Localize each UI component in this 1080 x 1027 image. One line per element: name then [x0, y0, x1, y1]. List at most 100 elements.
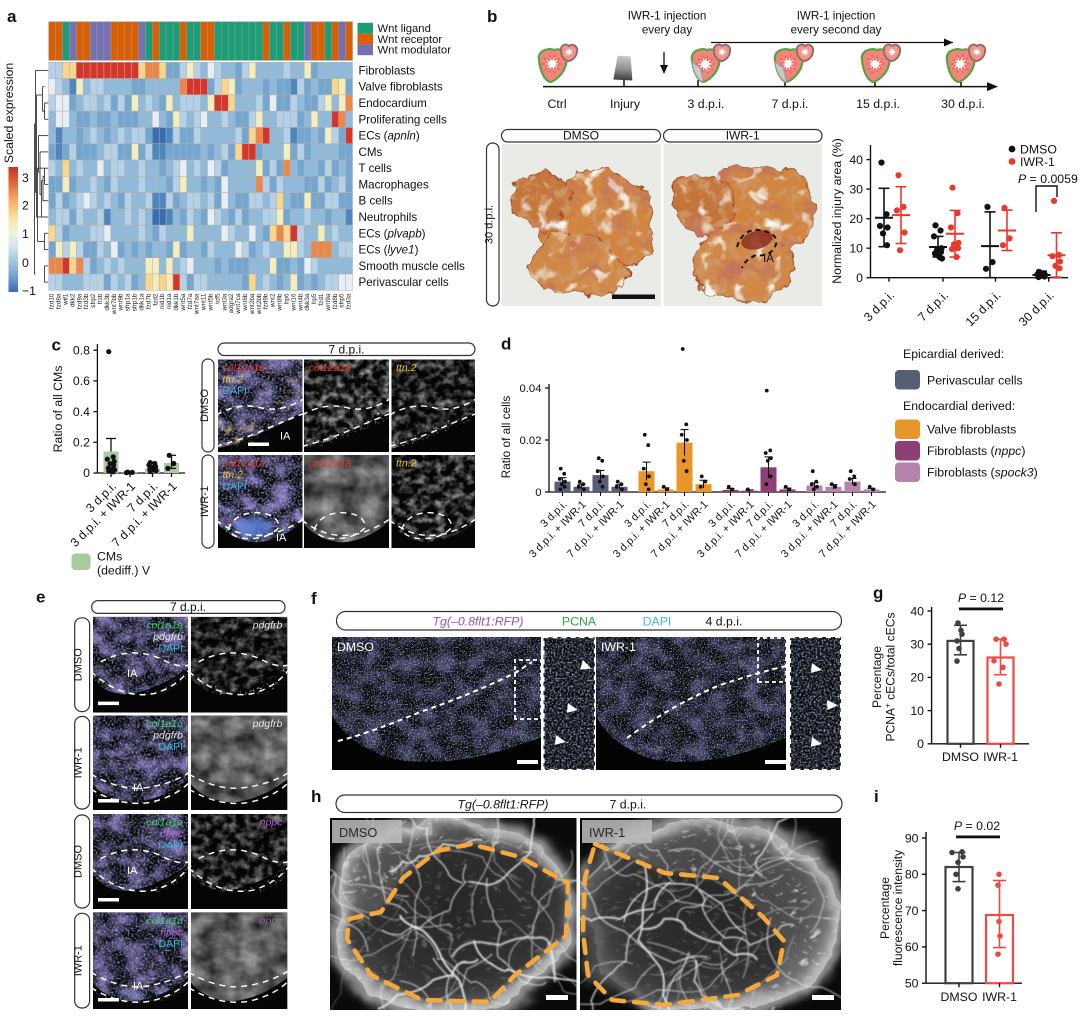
svg-text:2: 2 — [22, 199, 29, 213]
svg-text:nid1a: nid1a — [166, 293, 173, 309]
svg-text:0.6: 0.6 — [73, 374, 90, 388]
svg-text:0: 0 — [22, 256, 29, 270]
svg-text:DMSO: DMSO — [73, 648, 85, 681]
svg-text:dkk3b: dkk3b — [104, 293, 111, 310]
svg-text:frzb: frzb — [97, 293, 104, 304]
svg-text:15 d.p.i.: 15 d.p.i. — [963, 288, 1004, 329]
svg-text:wnt9b: wnt9b — [118, 293, 125, 311]
svg-text:DAPI: DAPI — [223, 385, 248, 397]
svg-text:dkk3a: dkk3a — [304, 293, 311, 310]
svg-text:pdgfrb: pdgfrb — [152, 730, 183, 742]
svg-text:0: 0 — [856, 271, 863, 285]
svg-text:col1a1a: col1a1a — [146, 915, 183, 927]
svg-text:IA: IA — [127, 865, 138, 877]
svg-text:dkk1b: dkk1b — [173, 293, 180, 310]
svg-text:wnt7aa: wnt7aa — [194, 293, 201, 315]
svg-text:30 d.p.i.: 30 d.p.i. — [941, 97, 985, 111]
svg-text:0: 0 — [917, 737, 924, 751]
svg-text:nppc: nppc — [260, 915, 284, 927]
svg-text:DMSO: DMSO — [563, 129, 599, 143]
svg-text:Fibroblasts (spock3): Fibroblasts (spock3) — [927, 466, 1038, 480]
svg-text:h: h — [311, 787, 321, 806]
svg-text:0: 0 — [535, 487, 541, 499]
svg-text:Fibroblasts: Fibroblasts — [359, 64, 416, 77]
svg-text:i: i — [874, 787, 879, 806]
svg-text:7 d.p.i.: 7 d.p.i. — [915, 288, 951, 324]
svg-text:e: e — [36, 588, 45, 607]
svg-text:Valve fibroblasts: Valve fibroblasts — [927, 423, 1016, 437]
svg-text:DMSO: DMSO — [339, 825, 377, 840]
svg-text:ttn.2: ttn.2 — [396, 458, 417, 470]
svg-text:fzd7b: fzd7b — [145, 293, 152, 309]
svg-text:f: f — [311, 589, 317, 608]
svg-text:Normalized injury area (%): Normalized injury area (%) — [830, 138, 844, 284]
svg-text:IA: IA — [763, 253, 774, 265]
svg-text:DAPI: DAPI — [223, 481, 248, 493]
svg-text:lrp5: lrp5 — [311, 293, 318, 304]
svg-text:fzd7a: fzd7a — [187, 293, 194, 309]
svg-text:Epicardial derived:: Epicardial derived: — [903, 347, 1004, 361]
svg-text:1: 1 — [22, 227, 29, 241]
svg-text:Proliferating cells: Proliferating cells — [359, 113, 447, 126]
svg-text:sfrp5: sfrp5 — [339, 293, 346, 308]
svg-text:col12a1a: col12a1a — [223, 362, 266, 374]
svg-text:0.02: 0.02 — [520, 435, 542, 447]
svg-text:50: 50 — [905, 977, 919, 991]
svg-text:DMSO: DMSO — [942, 750, 979, 764]
svg-text:Valve fibroblasts: Valve fibroblasts — [359, 81, 443, 94]
svg-text:pdgfrb: pdgfrb — [252, 619, 283, 631]
svg-text:IWR-1: IWR-1 — [73, 747, 85, 778]
svg-text:lrp6: lrp6 — [283, 293, 290, 304]
svg-text:Ratio of all CMs: Ratio of all CMs — [51, 366, 65, 453]
svg-text:fzd8b: fzd8b — [332, 293, 339, 309]
svg-text:30: 30 — [849, 182, 863, 196]
svg-text:c: c — [52, 336, 61, 355]
svg-text:col12a1a: col12a1a — [223, 458, 266, 470]
svg-text:b: b — [487, 7, 497, 26]
svg-text:ttn.2: ttn.2 — [396, 362, 417, 374]
svg-text:col1a1a: col1a1a — [146, 817, 183, 829]
svg-text:Fibroblasts (nppc): Fibroblasts (nppc) — [927, 444, 1025, 458]
svg-text:Percentage: Percentage — [878, 877, 892, 939]
svg-text:10: 10 — [849, 242, 863, 256]
svg-text:sfrp1a: sfrp1a — [125, 293, 132, 311]
svg-text:B cells: B cells — [359, 195, 393, 208]
svg-text:adgra2: adgra2 — [228, 293, 235, 313]
svg-text:a: a — [7, 7, 17, 26]
svg-text:7 d.p.i.: 7 d.p.i. — [328, 343, 364, 357]
svg-text:fzd3a: fzd3a — [346, 293, 353, 309]
svg-text:90: 90 — [905, 831, 919, 845]
svg-text:Perivascular cells: Perivascular cells — [927, 374, 1023, 388]
svg-text:10: 10 — [910, 704, 924, 718]
svg-text:0: 0 — [83, 466, 90, 480]
svg-text:sfrp1b: sfrp1b — [132, 293, 139, 311]
svg-text:col1a1a: col1a1a — [146, 718, 183, 730]
svg-text:PCNA: PCNA — [562, 615, 597, 629]
svg-text:DAPI: DAPI — [158, 642, 183, 654]
svg-text:IA: IA — [280, 431, 291, 443]
svg-text:Ratio of all cells: Ratio of all cells — [499, 396, 513, 479]
svg-text:Endocardial derived:: Endocardial derived: — [903, 399, 1015, 413]
svg-text:Injury: Injury — [610, 97, 641, 111]
svg-text:3 d.p.i.: 3 d.p.i. — [861, 288, 897, 324]
svg-text:Neutrophils: Neutrophils — [359, 211, 418, 224]
svg-text:wnt5b: wnt5b — [207, 293, 214, 311]
svg-text:T cells: T cells — [359, 162, 392, 175]
svg-text:Macrophages: Macrophages — [359, 178, 429, 191]
svg-text:40: 40 — [910, 604, 924, 618]
svg-text:fluorescence intensity: fluorescence intensity — [891, 849, 905, 966]
svg-text:IA: IA — [276, 532, 287, 544]
svg-text:fzd9b: fzd9b — [263, 293, 270, 309]
svg-text:wnt11: wnt11 — [201, 293, 208, 311]
svg-text:DMSO: DMSO — [941, 990, 978, 1004]
svg-text:P = 0.12: P = 0.12 — [958, 591, 1004, 605]
svg-text:0.8: 0.8 — [73, 343, 90, 357]
svg-text:wnt3a: wnt3a — [221, 293, 228, 311]
svg-text:0.04: 0.04 — [520, 383, 542, 395]
svg-text:(dediff.) V: (dediff.) V — [97, 564, 151, 578]
svg-text:40: 40 — [849, 153, 863, 167]
svg-text:pdgfrb: pdgfrb — [252, 718, 283, 730]
svg-text:fzd9a: fzd9a — [76, 293, 83, 309]
svg-text:wnt2: wnt2 — [270, 293, 277, 308]
svg-text:DAPI: DAPI — [158, 840, 183, 852]
